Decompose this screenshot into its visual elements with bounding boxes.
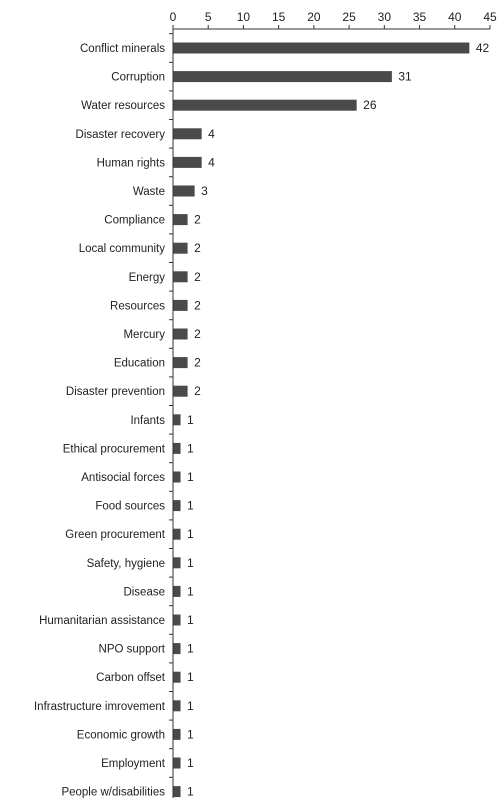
bar [173,671,181,683]
bar [173,185,195,197]
data-label: 1 [187,642,194,656]
x-tick-label: 20 [307,10,321,24]
bar [173,99,357,111]
bar [173,271,188,283]
bar [173,299,188,311]
bar [173,71,392,83]
bar [173,557,181,569]
category-label: Infrastructure imrovement [34,701,166,713]
x-tick-label: 35 [413,10,427,24]
category-label: Employment [101,758,166,770]
category-label: Conflict minerals [80,43,165,55]
category-label: Food sources [95,501,165,513]
data-label: 1 [187,584,194,598]
data-label: 1 [187,670,194,684]
data-label: 1 [187,441,194,455]
bar [173,471,181,483]
data-label: 2 [194,384,201,398]
data-label: 2 [194,270,201,284]
category-label: Infants [130,415,165,427]
data-label: 1 [187,499,194,513]
data-label: 4 [208,127,215,141]
category-label: Green procurement [65,529,166,541]
category-label: Disease [123,586,165,598]
data-label: 1 [187,613,194,627]
bar [173,357,188,369]
bar [173,414,181,426]
bar [173,500,181,512]
category-label: Antisocial forces [81,472,165,484]
x-tick-label: 0 [170,10,177,24]
bar [173,128,202,140]
category-label: Resources [110,300,165,312]
data-label: 31 [398,70,412,84]
category-label: Humanitarian assistance [39,615,165,627]
category-label: NPO support [99,644,166,656]
bar [173,614,181,626]
category-label: Waste [133,186,165,198]
category-label: Safety, hygiene [87,558,165,570]
bar [173,643,181,655]
category-label: Human rights [97,157,166,169]
x-tick-label: 25 [342,10,356,24]
x-tick-label: 40 [448,10,462,24]
data-label: 2 [194,241,201,255]
x-tick-label: 15 [272,10,286,24]
x-axis: 0 5 10 15 20 25 30 35 40 45 [169,10,497,798]
bar [173,757,181,769]
bar [173,242,188,254]
data-label: 1 [187,785,194,798]
bar [173,786,181,798]
data-label: 1 [187,756,194,770]
x-tick-label: 10 [237,10,251,24]
bar [173,585,181,597]
bar [173,728,181,740]
x-tick-label: 5 [205,10,212,24]
category-label: Education [114,358,165,370]
bar [173,528,181,540]
data-label: 26 [363,98,377,112]
data-label: 1 [187,527,194,541]
category-label: Local community [79,243,166,255]
category-label: Disaster prevention [66,386,165,398]
data-label: 2 [194,356,201,370]
x-tick-label: 30 [378,10,392,24]
category-label: Mercury [123,329,165,341]
data-label: 42 [476,41,490,55]
bar [173,442,181,454]
category-label: Disaster recovery [76,129,166,141]
bar [173,328,188,340]
category-label: Ethical procurement [63,443,166,455]
bar [173,42,470,54]
data-label: 1 [187,413,194,427]
bars: 42 31 26 4 4 3 2 2 2 2 2 2 2 1 1 1 1 1 1 1 1 1 1 1 1 1 1 [173,41,490,798]
data-label: 1 [187,699,194,713]
bar [173,700,181,712]
bar [173,385,188,397]
category-label: People w/disabilities [61,787,165,798]
data-label: 3 [201,184,208,198]
bar [173,156,202,168]
category-label: Corruption [111,72,165,84]
category-label: Carbon offset [96,672,166,684]
data-label: 1 [187,556,194,570]
category-label: Economic growth [77,729,165,741]
bar [173,214,188,226]
data-label: 1 [187,470,194,484]
category-labels: Conflict minerals Corruption Water resourc… [34,43,166,798]
data-label: 2 [194,327,201,341]
data-label: 2 [194,298,201,312]
category-label: Water resources [81,100,165,112]
data-label: 2 [194,213,201,227]
x-tick-label: 45 [483,10,497,24]
data-label: 1 [187,727,194,741]
category-label: Compliance [104,215,165,227]
category-label: Energy [129,272,166,284]
data-label: 4 [208,155,215,169]
